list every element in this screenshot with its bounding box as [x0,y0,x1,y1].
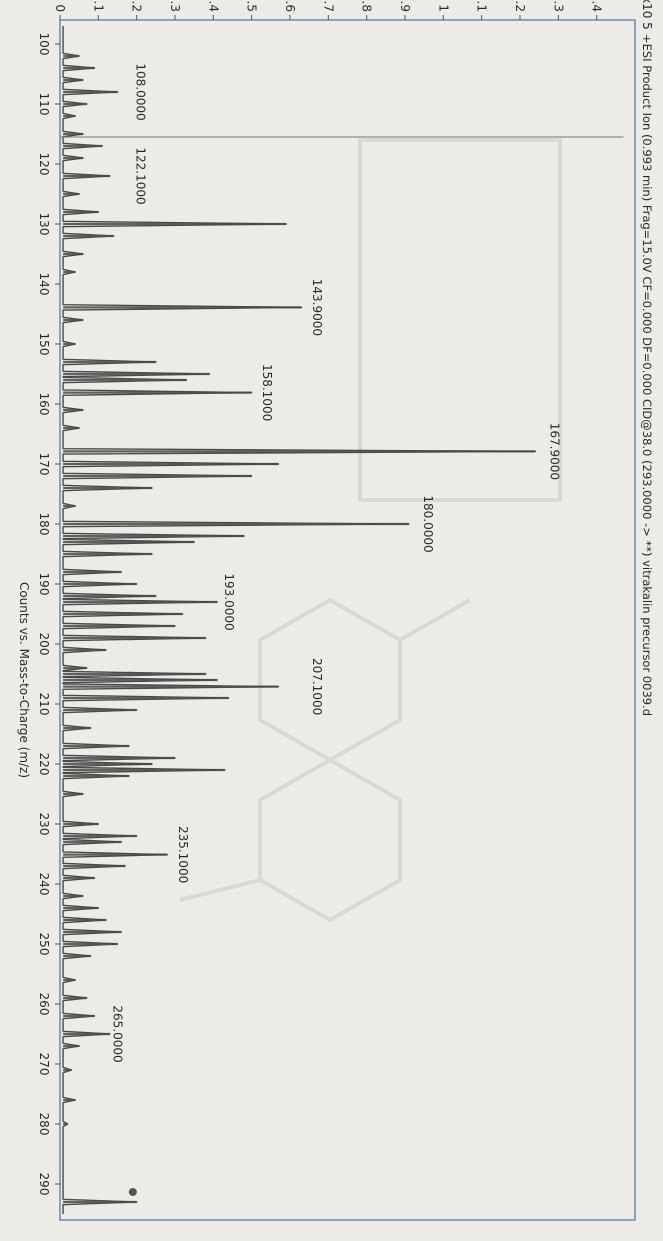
x-tick-label: 110 [37,93,51,116]
peak-label: 180.0000 [421,495,435,552]
x-tick-label: 100 [37,33,51,56]
x-tick-label: 290 [37,1173,51,1196]
y-tick-label: 0.4 [206,0,220,12]
plot-frame [59,19,636,1221]
mass-spectrum-chart: 0 0.1 0.2 0.3 0.4 0.5 0.6 0.7 0.8 0.9 1 1.1 1.2 1.3 1.… [17,0,654,1221]
x-tick-label: 220 [37,753,51,776]
x-tick-label: 130 [37,213,51,236]
peak-label: 235.1000 [176,826,190,883]
peak-label: 108.0000 [134,63,148,120]
spectrum-trace [60,26,624,1214]
y-tick-label: 0.7 [321,0,335,12]
peak-label: 167.9000 [548,423,562,480]
y-tick-label: 0.5 [245,0,259,12]
x-tick-label: 160 [37,393,51,416]
peak-label: 193.0000 [222,573,236,630]
y-tick-label: 0.3 [168,0,182,12]
x-tick-label: 240 [37,873,51,896]
x-tick-label: 170 [37,453,51,476]
y-tick-label: 1 [436,4,450,12]
peak-label: 158.1000 [260,364,274,421]
y-tick-label: 1.3 [551,0,565,12]
x-tick-label: 230 [37,813,51,836]
x-axis: 100 110 120 130 140 150 160 170 180 190 200 210 220 2… [37,33,60,1196]
y-tick-label: 0.2 [130,0,144,12]
x-tick-label: 260 [37,993,51,1016]
y-tick-label: 0 [53,4,67,12]
y-tick-label: 1.2 [513,0,527,12]
peak-label: 207.1000 [310,658,324,715]
peak-label: 143.9000 [310,279,324,336]
chart-title: +ESI Product Ion (0.993 min) Frag=15.0V … [640,34,654,716]
x-tick-label: 140 [37,273,51,296]
x-tick-label: 190 [37,573,51,596]
x-tick-label: 210 [37,693,51,716]
x-tick-label: 180 [37,513,51,536]
x-tick-label: 150 [37,333,51,356]
y-tick-label: 0.1 [91,0,105,12]
y-multiplier-label: x10 5 [640,0,654,30]
y-axis: 0 0.1 0.2 0.3 0.4 0.5 0.6 0.7 0.8 0.9 1 1.1 1.2 1.3 1.… [53,0,604,20]
y-tick-label: 0.6 [283,0,297,12]
peak-annotations: 108.0000 122.1000 143.9000 158.1000 167.9000… [111,63,562,1062]
x-tick-label: 120 [37,153,51,176]
y-tick-label: 0.8 [360,0,374,12]
y-tick-label: 1.4 [590,0,604,12]
peak-label: 122.1000 [134,147,148,204]
precursor-marker [128,1188,137,1196]
x-tick-label: 270 [37,1053,51,1076]
x-tick-label: 280 [37,1113,51,1136]
x-axis-label: Counts vs. Mass-to-Charge (m/z) [17,582,31,778]
y-tick-label: 0.9 [398,0,412,12]
x-tick-label: 250 [37,933,51,956]
watermark-structure [179,138,562,923]
x-tick-label: 200 [37,633,51,656]
y-tick-label: 1.1 [475,0,489,12]
peak-label: 265.0000 [111,1005,125,1062]
